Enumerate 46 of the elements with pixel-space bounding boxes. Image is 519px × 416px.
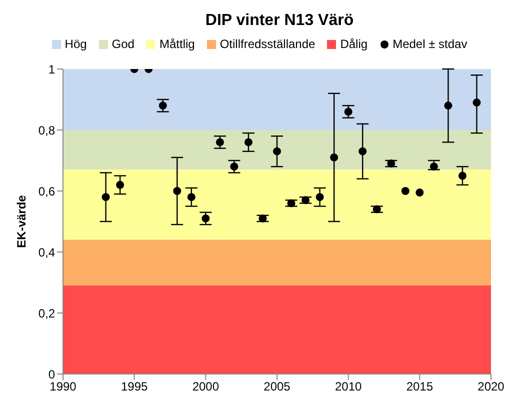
point — [344, 108, 352, 116]
x-tick-label: 2000 — [192, 380, 220, 394]
y-tick-label: 0,6 — [38, 184, 56, 198]
x-tick-label: 2005 — [264, 380, 291, 394]
point — [430, 162, 438, 171]
point — [416, 188, 424, 197]
point — [258, 214, 267, 222]
legend-label: Måttlig — [158, 37, 195, 51]
point — [244, 138, 252, 146]
chart-title: DIP vinter N13 Värö — [204, 11, 355, 31]
point — [472, 98, 481, 107]
point — [302, 196, 310, 204]
legend-label: God — [110, 37, 134, 51]
point — [330, 153, 338, 162]
y-tick-label: 0,8 — [38, 123, 56, 138]
point — [102, 193, 110, 202]
point — [187, 193, 196, 202]
legend-label: Medel ± stdav — [392, 37, 468, 51]
y-tick-label: 0 — [48, 367, 56, 382]
point — [173, 187, 182, 195]
point — [401, 187, 410, 195]
x-tick-label: 2015 — [406, 380, 434, 394]
point — [372, 205, 381, 214]
x-tick-label: 2020 — [478, 380, 505, 394]
legend-label: Hög — [64, 37, 87, 51]
point — [358, 147, 367, 156]
point — [158, 102, 167, 110]
point — [316, 193, 324, 202]
point — [273, 147, 281, 156]
x-tick-label: 1990 — [50, 380, 77, 394]
point — [387, 160, 396, 168]
point — [444, 102, 452, 110]
x-tick-label: 1995 — [120, 380, 148, 394]
legend-label: Otillfredsställande — [218, 37, 316, 51]
x-tick-label: 2010 — [334, 380, 362, 394]
y-tick-label: 0,4 — [38, 245, 56, 260]
y-tick-label: 0,2 — [38, 306, 56, 320]
y-tick-label: 1 — [48, 62, 56, 76]
point — [230, 162, 238, 171]
point — [202, 214, 210, 222]
point — [287, 199, 296, 208]
point — [216, 138, 224, 146]
point — [116, 180, 124, 189]
legend-label: Dålig — [339, 37, 368, 51]
point — [458, 172, 466, 180]
y-axis-title: EK-värde — [14, 194, 28, 248]
